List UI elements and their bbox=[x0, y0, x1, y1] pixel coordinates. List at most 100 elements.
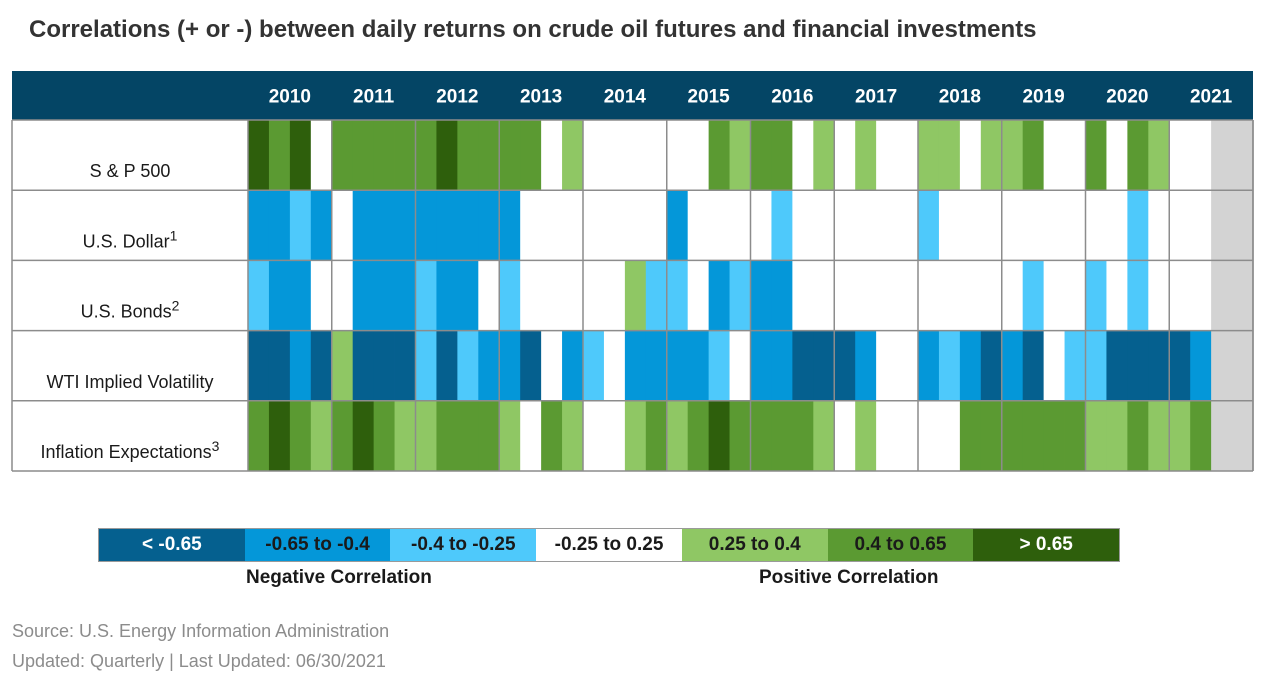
year-label-2011: 2011 bbox=[353, 87, 395, 108]
heat-cell bbox=[583, 400, 605, 471]
heat-cell bbox=[959, 190, 982, 261]
heat-cell bbox=[938, 330, 961, 401]
heat-cell bbox=[310, 400, 333, 471]
heat-cell bbox=[457, 400, 479, 471]
heat-cell bbox=[918, 190, 940, 261]
heat-cell bbox=[876, 330, 898, 401]
year-label-2017: 2017 bbox=[855, 87, 897, 108]
heat-cell bbox=[813, 190, 835, 261]
heat-cell bbox=[980, 190, 1003, 261]
heat-cell bbox=[541, 330, 563, 401]
heat-cell bbox=[1001, 190, 1024, 261]
heat-cell bbox=[1232, 400, 1254, 471]
heat-cell bbox=[1064, 120, 1086, 191]
heat-cell bbox=[980, 120, 1003, 191]
heat-cell bbox=[771, 330, 793, 401]
heat-cell bbox=[1022, 190, 1045, 261]
heat-cell bbox=[687, 330, 710, 401]
heat-cell bbox=[520, 190, 542, 261]
heat-cell bbox=[834, 330, 856, 401]
heat-cell bbox=[248, 330, 270, 401]
heat-cell bbox=[415, 190, 437, 261]
year-label-2021: 2021 bbox=[1190, 87, 1233, 108]
heat-cell bbox=[1085, 330, 1107, 401]
heat-cell bbox=[562, 260, 584, 331]
heat-cell bbox=[457, 260, 479, 331]
heat-cell bbox=[959, 400, 982, 471]
heat-cell bbox=[583, 190, 605, 261]
heat-cell bbox=[792, 330, 814, 401]
heat-cell bbox=[520, 260, 542, 331]
heat-cell bbox=[1190, 190, 1212, 261]
heat-cell bbox=[1064, 400, 1086, 471]
heat-cell bbox=[792, 400, 814, 471]
year-label-2015: 2015 bbox=[687, 87, 730, 108]
heat-cell bbox=[687, 190, 710, 261]
heatmap-chart: 2010 2011 2012 2013 2014 2015 2016 2017 2018 2019… bbox=[11, 71, 1254, 472]
heat-cell bbox=[373, 120, 395, 191]
heat-cell bbox=[1085, 400, 1107, 471]
heat-cell bbox=[645, 190, 668, 261]
heat-cell bbox=[1148, 120, 1170, 191]
heat-cell bbox=[897, 400, 919, 471]
heat-cell bbox=[687, 400, 710, 471]
heat-cell bbox=[938, 190, 961, 261]
heat-cell bbox=[478, 260, 500, 331]
heat-cell bbox=[1001, 400, 1024, 471]
heat-cell bbox=[248, 400, 270, 471]
heat-cell bbox=[436, 260, 458, 331]
heat-cell bbox=[666, 190, 689, 261]
heat-cell bbox=[352, 260, 375, 331]
heat-cell bbox=[541, 400, 563, 471]
heat-cell bbox=[1043, 120, 1065, 191]
heat-cell bbox=[645, 400, 668, 471]
heat-cell bbox=[268, 260, 291, 331]
positive-correlation-label: Positive Correlation bbox=[759, 567, 939, 588]
updated-note: Updated: Quarterly | Last Updated: 06/30… bbox=[12, 651, 386, 671]
year-label-2019: 2019 bbox=[1022, 87, 1064, 108]
heat-cell bbox=[541, 260, 563, 331]
year-label-2014: 2014 bbox=[604, 87, 647, 108]
heat-cell bbox=[373, 400, 395, 471]
heat-cell bbox=[248, 120, 270, 191]
heat-cell bbox=[268, 400, 291, 471]
heat-cell bbox=[1127, 400, 1149, 471]
heat-cell bbox=[436, 400, 458, 471]
heat-cell bbox=[1043, 330, 1065, 401]
legend-item-none: -0.25 to 0.25 bbox=[536, 529, 682, 561]
heat-cell bbox=[394, 400, 416, 471]
heat-cell bbox=[457, 190, 479, 261]
heat-cell bbox=[541, 120, 563, 191]
legend-item-m04to025: -0.4 to -0.25 bbox=[390, 529, 537, 561]
heat-cell bbox=[603, 400, 626, 471]
heat-cell bbox=[876, 260, 898, 331]
row-label: S & P 500 bbox=[90, 161, 171, 181]
heat-cell bbox=[1127, 190, 1149, 261]
heat-cell bbox=[897, 190, 919, 261]
heat-cell bbox=[289, 260, 312, 331]
row-label: U.S. Bonds2 bbox=[81, 298, 180, 322]
heat-cell bbox=[583, 120, 605, 191]
heat-cell bbox=[562, 400, 584, 471]
heat-cell bbox=[1232, 330, 1254, 401]
heat-cell bbox=[248, 260, 270, 331]
heat-cell bbox=[499, 260, 521, 331]
heat-cell bbox=[331, 330, 354, 401]
heat-cell bbox=[897, 120, 919, 191]
heat-cell bbox=[959, 120, 982, 191]
heat-cell bbox=[959, 260, 982, 331]
heat-cell bbox=[645, 120, 668, 191]
heat-cell bbox=[352, 400, 375, 471]
heat-cell bbox=[248, 190, 270, 261]
heat-cell bbox=[310, 260, 333, 331]
heat-cell bbox=[436, 120, 458, 191]
legend-item-m065to04: -0.65 to -0.4 bbox=[244, 529, 391, 561]
heat-cell bbox=[1211, 190, 1233, 261]
heat-cell bbox=[624, 190, 647, 261]
heat-cell bbox=[1190, 330, 1212, 401]
heat-cell bbox=[855, 190, 877, 261]
heat-cell bbox=[645, 330, 668, 401]
heat-cell bbox=[583, 260, 605, 331]
heat-cell bbox=[268, 330, 291, 401]
heat-cell bbox=[1148, 260, 1170, 331]
